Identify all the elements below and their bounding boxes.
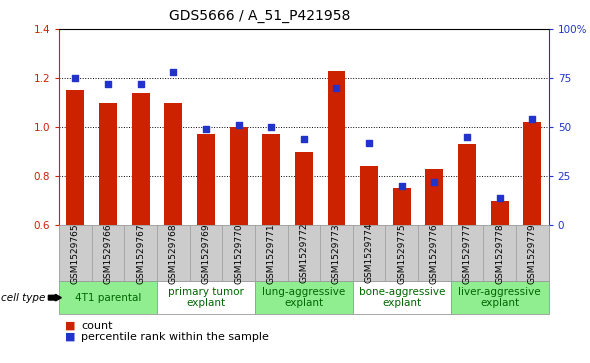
Bar (458, 144, 476, 225)
Bar (66, 90, 84, 225)
Bar (230, 127, 248, 225)
Point (365, 140, 374, 146)
Text: liver-aggressive
explant: liver-aggressive explant (458, 287, 541, 309)
Point (169, 69, 178, 75)
Bar (360, 166, 378, 225)
Text: bone-aggressive
explant: bone-aggressive explant (359, 287, 445, 309)
Bar (491, 201, 509, 225)
Text: GSM1529773: GSM1529773 (332, 223, 341, 284)
Text: percentile rank within the sample: percentile rank within the sample (81, 331, 269, 342)
Point (299, 136, 309, 142)
Text: GDS5666 / A_51_P421958: GDS5666 / A_51_P421958 (169, 9, 350, 23)
Bar (425, 169, 444, 225)
Text: GSM1529770: GSM1529770 (234, 223, 243, 284)
Point (430, 179, 439, 185)
Text: ■: ■ (65, 331, 76, 342)
Text: GSM1529772: GSM1529772 (299, 223, 309, 284)
Text: GSM1529765: GSM1529765 (71, 223, 80, 284)
Bar (327, 71, 346, 225)
Text: GSM1529769: GSM1529769 (201, 223, 211, 284)
Text: cell type: cell type (1, 293, 45, 303)
Text: GSM1529767: GSM1529767 (136, 223, 145, 284)
Bar (523, 122, 542, 225)
Point (397, 183, 407, 189)
Text: count: count (81, 321, 113, 331)
Text: GSM1529777: GSM1529777 (463, 223, 471, 284)
Text: ■: ■ (65, 321, 76, 331)
Bar (197, 134, 215, 225)
Point (495, 195, 504, 200)
Bar (99, 102, 117, 225)
Text: GSM1529775: GSM1529775 (397, 223, 407, 284)
Point (332, 85, 341, 91)
Bar (132, 93, 150, 225)
Bar (295, 152, 313, 225)
Text: primary tumor
explant: primary tumor explant (168, 287, 244, 309)
Point (103, 81, 113, 87)
Text: GSM1529766: GSM1529766 (103, 223, 113, 284)
Text: GSM1529778: GSM1529778 (495, 223, 504, 284)
Text: GSM1529774: GSM1529774 (365, 223, 373, 284)
Bar (262, 134, 280, 225)
Text: GSM1529779: GSM1529779 (528, 223, 537, 284)
Point (267, 124, 276, 130)
Point (234, 122, 243, 128)
Bar (164, 102, 182, 225)
Point (136, 81, 145, 87)
Point (71, 75, 80, 81)
Text: GSM1529768: GSM1529768 (169, 223, 178, 284)
Text: GSM1529776: GSM1529776 (430, 223, 439, 284)
Point (201, 126, 211, 132)
Text: 4T1 parental: 4T1 parental (75, 293, 141, 303)
Text: lung-aggressive
explant: lung-aggressive explant (262, 287, 346, 309)
Point (463, 134, 472, 140)
Text: GSM1529771: GSM1529771 (267, 223, 276, 284)
Bar (393, 188, 411, 225)
Point (527, 116, 537, 122)
